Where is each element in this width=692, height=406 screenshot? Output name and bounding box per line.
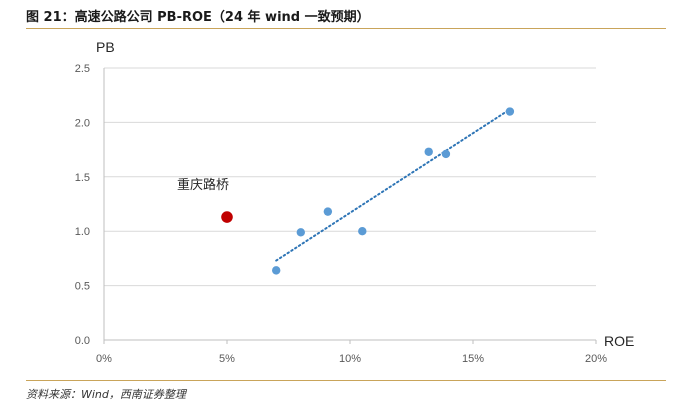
y-tick-label: 2.0	[75, 117, 90, 129]
y-axis-title: PB	[96, 39, 115, 55]
data-point	[424, 147, 433, 156]
figure-title: 图 21：高速公路公司 PB-ROE（24 年 wind 一致预期）	[26, 10, 370, 25]
y-tick-label: 1.5	[75, 172, 90, 184]
x-tick-label: 10%	[339, 353, 361, 365]
y-tick-label: 1.0	[75, 226, 90, 238]
x-tick-label: 20%	[585, 353, 607, 365]
data-point	[505, 107, 515, 116]
highlight-label: 重庆路桥	[177, 177, 229, 193]
y-tick-label: 0.0	[75, 335, 90, 347]
data-point	[358, 227, 367, 236]
x-tick-label: 5%	[219, 353, 235, 365]
axes	[103, 68, 596, 341]
highlight-point	[221, 211, 233, 223]
data-point	[323, 207, 333, 216]
data-points	[272, 107, 515, 275]
data-point	[272, 266, 281, 275]
source-rule	[26, 380, 666, 381]
data-point	[296, 228, 305, 237]
x-tick-labels: 0% 5% 10% 15% 20%	[96, 340, 607, 365]
gridlines	[104, 67, 596, 287]
title-rule	[26, 28, 666, 29]
y-tick-label: 0.5	[75, 281, 90, 293]
trendline	[275, 108, 511, 262]
x-axis-title: ROE	[604, 333, 634, 349]
x-tick-label: 15%	[462, 353, 484, 365]
y-tick-labels: 0.0 0.5 1.0 1.5 2.0 2.5	[75, 63, 90, 347]
x-tick-label: 0%	[96, 353, 112, 365]
y-tick-label: 2.5	[75, 63, 90, 75]
source-note: 资料来源：Wind，西南证券整理	[26, 388, 186, 401]
data-point	[441, 149, 451, 159]
